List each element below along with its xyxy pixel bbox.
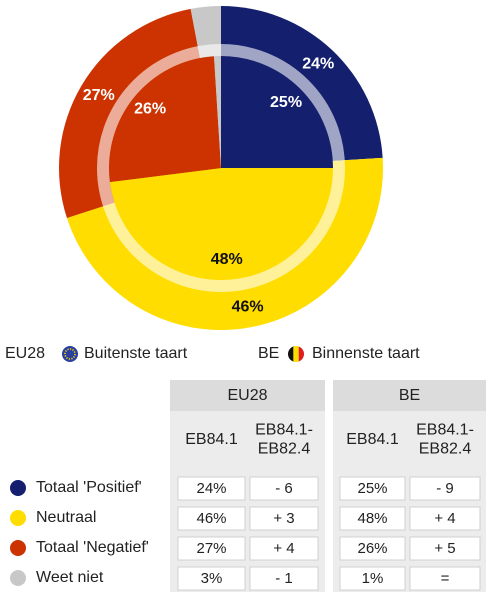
table-cell — [339, 566, 406, 591]
table-cell-text: 27% — [196, 540, 226, 557]
table-cell-text: + 3 — [273, 510, 294, 527]
series-description: Buitenste taart — [84, 345, 188, 362]
table-cell — [339, 536, 406, 561]
data-label: 26% — [134, 101, 166, 118]
eu-flag — [62, 346, 78, 362]
table-subheader: EB82.4 — [419, 441, 472, 458]
legend-dot — [10, 540, 26, 556]
table-cell — [177, 536, 246, 561]
data-label: 25% — [270, 94, 302, 111]
table-cell-text: - 9 — [436, 480, 454, 497]
row-label: Totaal 'Negatief' — [36, 539, 149, 556]
table-cell-text: 48% — [357, 510, 387, 527]
table-cell — [249, 476, 319, 501]
table-cell — [177, 566, 246, 591]
table-cell-text: 26% — [357, 540, 387, 557]
ring — [97, 44, 345, 292]
pie-slice — [109, 56, 221, 183]
legend-dot — [10, 510, 26, 526]
series-name: BE — [258, 345, 279, 362]
pie-slice — [213, 56, 221, 168]
data-label: 27% — [83, 87, 115, 104]
table-cell-text: 25% — [357, 480, 387, 497]
table-subheader: EB84.1 — [346, 431, 399, 448]
pie-slice — [109, 168, 334, 281]
table-cell-text: = — [441, 570, 450, 587]
table-cell-text: + 5 — [434, 540, 455, 557]
series-description: Binnenste taart — [312, 345, 420, 362]
table-cell — [409, 506, 481, 531]
table-cell — [249, 506, 319, 531]
table-cell — [409, 476, 481, 501]
table-cell-text: 24% — [196, 480, 226, 497]
be-flag — [288, 346, 304, 362]
legend-dot — [10, 480, 26, 496]
table-cell — [339, 476, 406, 501]
data-label: 46% — [232, 299, 264, 316]
series-name: EU28 — [5, 345, 45, 362]
table-subheader: EB84.1- — [416, 422, 474, 439]
table-cell — [249, 536, 319, 561]
row-label: Totaal 'Positief' — [36, 479, 142, 496]
table-cell — [339, 506, 406, 531]
table-cell — [177, 476, 246, 501]
table-cell — [177, 506, 246, 531]
table-cell-text: + 4 — [434, 510, 455, 527]
legend-dot — [10, 570, 26, 586]
data-label: 48% — [211, 251, 243, 268]
row-label: Neutraal — [36, 509, 96, 526]
table-cell-text: + 4 — [273, 540, 294, 557]
table-cell — [409, 566, 481, 591]
table-subheader: EB84.1 — [185, 431, 238, 448]
table-cell-text: - 6 — [275, 480, 293, 497]
table-cell-text: 46% — [196, 510, 226, 527]
data-label: 24% — [302, 56, 334, 73]
table-subheader: EB84.1- — [255, 422, 313, 439]
table-cell-text: 1% — [362, 570, 384, 587]
table-cell-text: - 1 — [275, 570, 293, 587]
table-subheader: EB82.4 — [258, 441, 311, 458]
table-cell-text: 3% — [201, 570, 223, 587]
table-cell — [409, 536, 481, 561]
table-group-header-bg — [170, 380, 325, 411]
table-group-header-bg — [333, 380, 486, 411]
pie-slice — [221, 56, 333, 168]
table-cell — [249, 566, 319, 591]
table-group-header: EU28 — [227, 387, 267, 404]
table-group-header: BE — [399, 387, 420, 404]
row-label: Weet niet — [36, 569, 104, 586]
